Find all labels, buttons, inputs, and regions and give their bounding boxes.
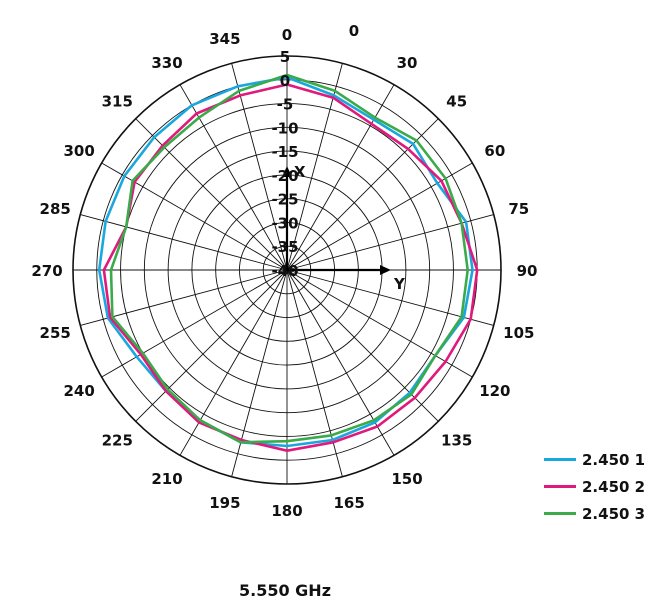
radial-tick-label: -5 — [277, 96, 294, 114]
angle-tick-label: 300 — [63, 142, 94, 160]
grid-spoke — [179, 269, 288, 456]
legend-item-series-3: 2.450 3 — [544, 500, 645, 527]
angle-tick-label: 105 — [503, 324, 534, 342]
legend-swatch-series-1 — [544, 458, 576, 461]
legend: 2.450 1 2.450 2 2.450 3 — [544, 446, 645, 527]
chart-caption: 5.550 GHz — [238, 581, 331, 600]
angle-tick-label: 60 — [484, 142, 505, 160]
legend-label-series-3: 2.450 3 — [582, 504, 646, 523]
angle-tick-label: 165 — [333, 494, 364, 512]
angle-tick-label: 255 — [40, 324, 71, 342]
angle-tick-label: 285 — [40, 200, 71, 218]
radial-tick-label: -40 — [271, 262, 298, 280]
angle-tick-label: 210 — [151, 470, 182, 488]
radial-tick-label: -20 — [271, 167, 298, 185]
angle-tick-label: 330 — [151, 54, 182, 72]
radial-tick-label: 5 — [280, 48, 290, 66]
series-line-2 — [102, 83, 479, 453]
angle-tick-label: 345 — [209, 30, 240, 48]
radial-tick-label: -10 — [271, 119, 298, 137]
radial-tick-label: -35 — [271, 238, 298, 256]
angle-tick-label: 90 — [517, 262, 538, 280]
x-axis-arrowhead — [282, 166, 292, 177]
x-axis-label: X — [294, 163, 306, 181]
angle-tick-label: 0 — [349, 22, 359, 40]
angle-tick-label: 150 — [391, 470, 422, 488]
legend-item-series-1: 2.450 1 — [544, 446, 645, 473]
angle-tick-label: 135 — [441, 432, 472, 450]
legend-label-series-1: 2.450 1 — [582, 450, 646, 469]
grid-spoke — [286, 269, 395, 456]
grid-spoke — [135, 118, 288, 271]
grid-spoke — [286, 84, 395, 271]
grid-spoke — [286, 214, 494, 271]
angle-tick-label: 225 — [102, 432, 133, 450]
radial-tick-label: -25 — [271, 191, 298, 209]
grid-spoke — [135, 269, 288, 422]
grid-spoke — [179, 84, 288, 271]
legend-item-series-2: 2.450 2 — [544, 473, 645, 500]
series-line-3 — [109, 73, 470, 444]
angle-tick-label: 180 — [271, 502, 302, 520]
angle-tick-label: 240 — [63, 382, 94, 400]
grid-spoke — [286, 269, 494, 326]
angle-tick-label: 270 — [31, 262, 62, 280]
angle-tick-label: 30 — [397, 54, 418, 72]
radial-tick-label: 0 — [280, 72, 290, 90]
angle-tick-label: 195 — [209, 494, 240, 512]
grid-spoke — [286, 269, 473, 378]
y-axis-label: Y — [393, 275, 406, 293]
grid-spoke — [80, 214, 288, 271]
angle-tick-label: 0 — [282, 26, 292, 44]
grid-spoke — [231, 63, 288, 271]
grid-spoke — [286, 269, 439, 422]
series-line-1 — [97, 76, 474, 448]
angle-tick-label: 315 — [102, 92, 133, 110]
legend-label-series-2: 2.450 2 — [582, 477, 646, 496]
angle-tick-label: 45 — [446, 92, 467, 110]
grid-spoke — [101, 269, 288, 378]
legend-swatch-series-2 — [544, 485, 576, 488]
angle-tick-label: 120 — [479, 382, 510, 400]
angle-tick-label: 75 — [508, 200, 529, 218]
grid-spoke — [80, 269, 288, 326]
y-axis-arrowhead — [380, 265, 391, 275]
radial-tick-label: -15 — [271, 143, 298, 161]
legend-swatch-series-3 — [544, 512, 576, 515]
radial-tick-label: -30 — [271, 214, 298, 232]
